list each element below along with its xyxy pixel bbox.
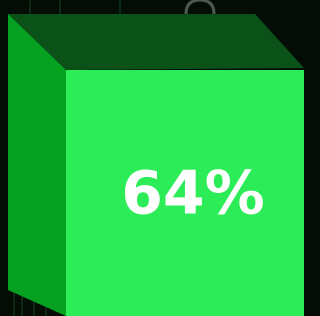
cube-widget: 64% <box>0 0 304 316</box>
cube-label: 64% <box>121 159 265 229</box>
